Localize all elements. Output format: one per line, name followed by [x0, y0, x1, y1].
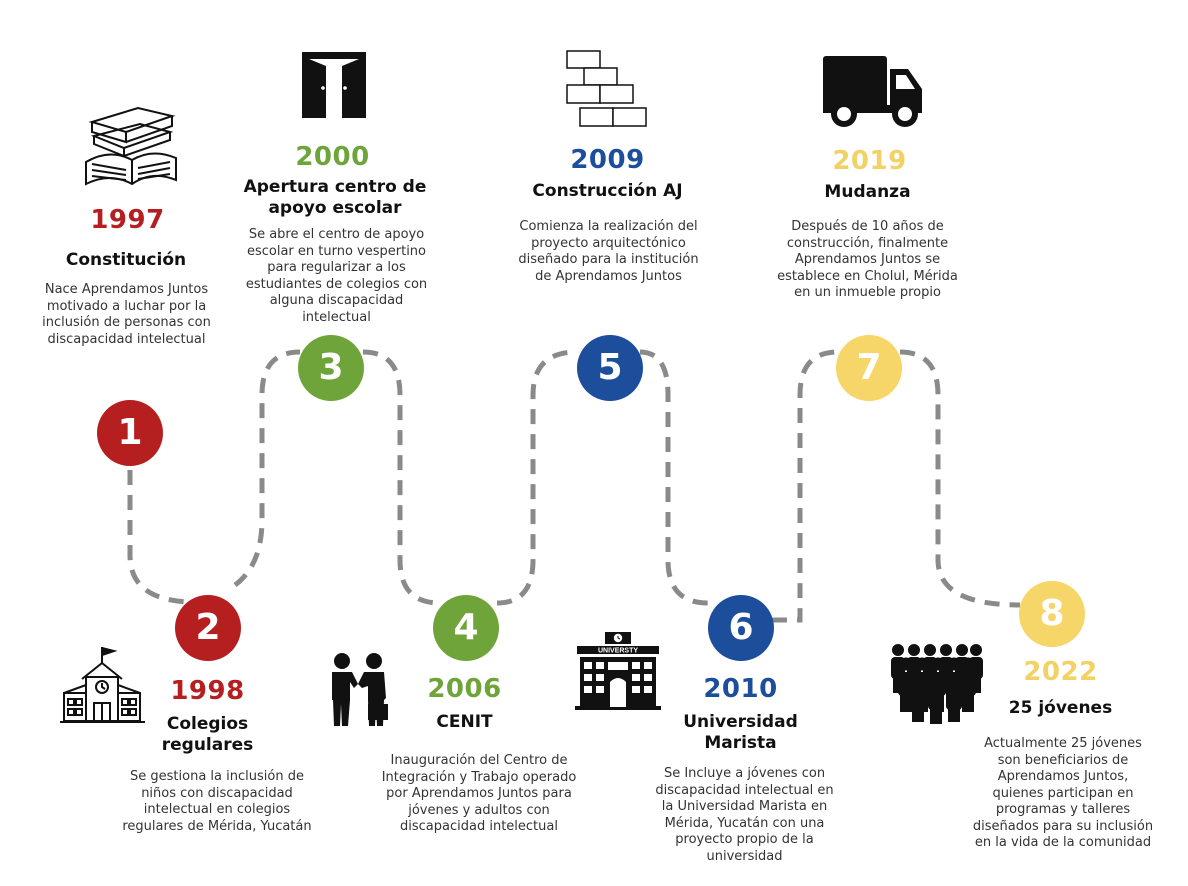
milestone-title: CENIT — [436, 712, 493, 732]
milestone-marker: 1 — [97, 400, 163, 466]
milestone-title: Constitución — [65, 250, 187, 270]
milestone-title: Colegios regulares — [161, 714, 254, 755]
milestone-title: Construcción AJ — [532, 181, 683, 201]
milestone-year: 2019 — [832, 146, 907, 176]
milestone-year: 2022 — [1023, 657, 1098, 687]
milestone-description: Comienza la realización del proyecto arq… — [518, 219, 699, 284]
milestone-description: Nace Aprendamos Juntos motivado a luchar… — [42, 282, 211, 347]
milestone-year: 1998 — [170, 676, 245, 706]
bricks-icon — [566, 50, 648, 134]
milestone-year: 2006 — [427, 674, 502, 704]
milestone-description: Se gestiona la inclusión de niños con di… — [122, 769, 312, 834]
door-icon — [300, 50, 370, 124]
milestone-marker: 6 — [708, 595, 774, 661]
milestone-title: 25 jóvenes — [1008, 698, 1113, 718]
milestone-year: 1997 — [90, 205, 165, 235]
milestone-title: Universidad Marista — [683, 712, 798, 753]
milestone-marker: 7 — [836, 335, 902, 401]
milestone-description: Se abre el centro de apoyo escolar en tu… — [245, 227, 428, 325]
milestone-description: Se Incluye a jóvenes con discapacidad in… — [655, 766, 834, 864]
books-icon — [80, 102, 180, 196]
milestone-marker: 4 — [433, 595, 499, 661]
milestone-marker: 5 — [577, 335, 643, 401]
milestone-marker: 3 — [298, 335, 364, 401]
truck-icon — [822, 55, 924, 133]
milestone-description: Inauguración del Centro de Integración y… — [381, 753, 577, 834]
university-sign: UNIVERSTY — [598, 648, 638, 655]
milestone-description: Después de 10 años de construcción, fina… — [777, 219, 958, 300]
milestone-year: 2000 — [295, 142, 370, 172]
milestone-description: Actualmente 25 jóvenes son beneficiarios… — [972, 736, 1154, 850]
milestone-title: Mudanza — [824, 182, 911, 202]
milestone-marker: 2 — [175, 595, 241, 661]
milestone-marker: 8 — [1019, 581, 1085, 647]
milestone-title: Apertura centro de apoyo escolar — [243, 177, 427, 218]
school-icon — [60, 645, 145, 729]
university-icon: UNIVERSTY — [575, 630, 661, 714]
handshake-icon — [328, 652, 392, 732]
milestone-year: 2010 — [703, 674, 778, 704]
people-icon — [888, 642, 984, 730]
milestone-year: 2009 — [570, 145, 645, 175]
